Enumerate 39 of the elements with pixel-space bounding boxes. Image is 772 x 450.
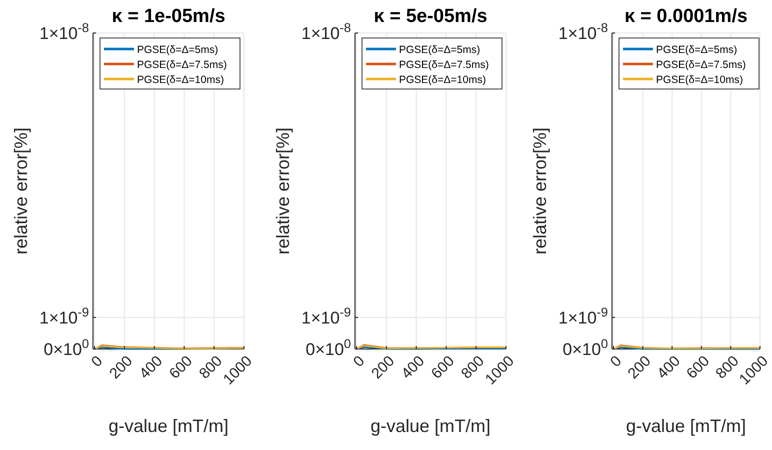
y-tick-label: 1×10$^{-9}$	[39, 304, 89, 328]
legend-label: PGSE(δ=Δ=7.5ms)	[399, 59, 489, 71]
y-tick-label: 1×10$^{-8}$	[301, 20, 351, 43]
x-tick-label: 600	[428, 352, 458, 382]
x-tick-label: 200	[106, 352, 136, 382]
y-axis-title: relative error[%]	[273, 127, 293, 255]
x-axis-title: g-value [mT/m]	[370, 416, 491, 436]
x-tick-label: 600	[683, 352, 714, 382]
x-tick-label: 0	[88, 352, 106, 371]
y-tick-label: 1×10$^{-8}$	[39, 20, 89, 43]
x-tick-label: 200	[624, 352, 654, 382]
legend-label: PGSE(δ=Δ=10ms)	[137, 74, 224, 86]
x-axis-title: g-value [mT/m]	[108, 416, 229, 436]
x-tick-label: 400	[136, 352, 166, 382]
y-tick-label: 0×10$^{0}$	[306, 336, 351, 359]
x-tick-label: 400	[654, 352, 684, 382]
x-tick-label: 200	[368, 352, 398, 382]
x-tick-label: 0	[607, 352, 626, 371]
legend-label: PGSE(δ=Δ=5ms)	[656, 44, 738, 56]
y-axis-title: relative error[%]	[530, 127, 550, 255]
legend-label: PGSE(δ=Δ=10ms)	[656, 74, 743, 86]
chart-title: κ = 0.0001m/s	[624, 6, 748, 27]
chart-title: κ = 1e-05m/s	[112, 6, 226, 27]
legend-label: PGSE(δ=Δ=5ms)	[399, 44, 480, 56]
chart-title: κ = 5e-05m/s	[374, 6, 488, 27]
x-tick-label: 400	[398, 352, 428, 382]
y-tick-label: 1×10$^{-9}$	[301, 304, 351, 328]
legend-label: PGSE(δ=Δ=7.5ms)	[656, 59, 746, 71]
y-tick-label: 1×10$^{-8}$	[558, 20, 608, 43]
x-tick-label: 0	[350, 352, 368, 371]
legend-label: PGSE(δ=Δ=10ms)	[399, 74, 486, 86]
legend-label: PGSE(δ=Δ=5ms)	[137, 44, 218, 56]
x-tick-label: 600	[166, 352, 196, 382]
y-tick-label: 0×10$^{0}$	[562, 336, 608, 359]
y-tick-label: 0×10$^{0}$	[44, 336, 89, 359]
y-tick-label: 1×10$^{-9}$	[558, 304, 608, 328]
legend-label: PGSE(δ=Δ=7.5ms)	[137, 59, 227, 71]
y-axis-title: relative error[%]	[11, 127, 31, 255]
x-axis-title: g-value [mT/m]	[626, 416, 746, 436]
